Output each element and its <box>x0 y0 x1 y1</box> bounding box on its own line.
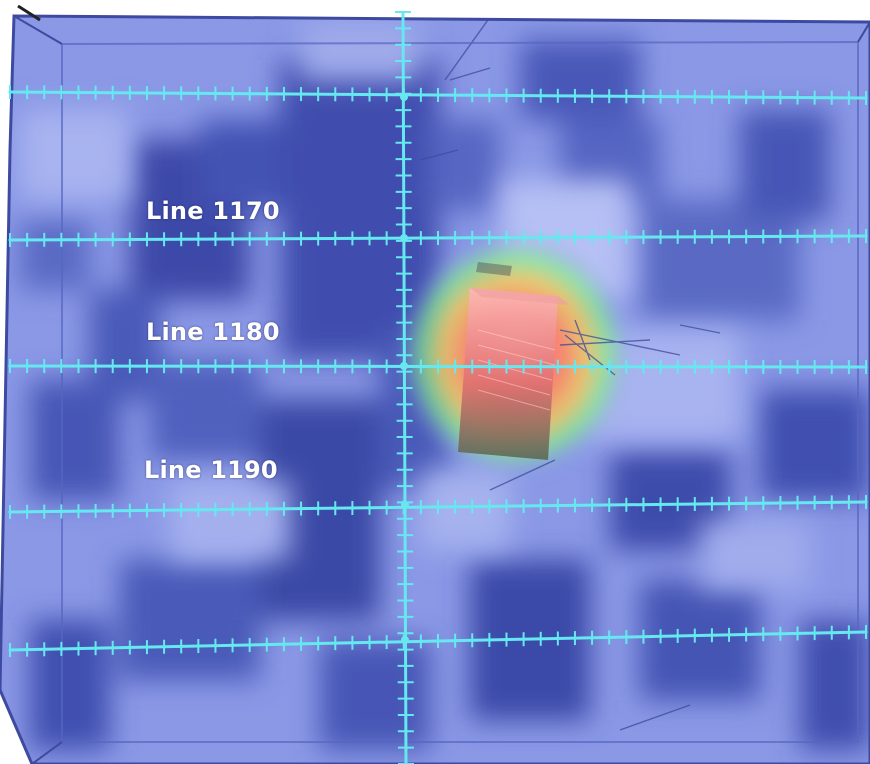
survey-line-1170 <box>8 229 868 247</box>
survey-line-1180 <box>8 359 868 374</box>
anomaly-block <box>458 262 570 460</box>
line-intersection-marker <box>401 501 409 509</box>
trace-lines <box>419 16 721 731</box>
line-label-1170: Line 1170 <box>146 197 280 225</box>
survey-line-1190 <box>8 495 868 519</box>
line-intersection-marker <box>401 636 409 644</box>
line-label-1180: Line 1180 <box>146 318 280 346</box>
line-intersection-marker <box>400 362 408 370</box>
survey-lines <box>8 11 868 764</box>
line-label-1190: Line 1190 <box>144 456 278 484</box>
low-value-patches <box>20 40 870 750</box>
survey-line-bottom <box>8 625 868 657</box>
line-intersection-marker <box>400 234 408 242</box>
line-intersection-marker <box>400 93 408 101</box>
